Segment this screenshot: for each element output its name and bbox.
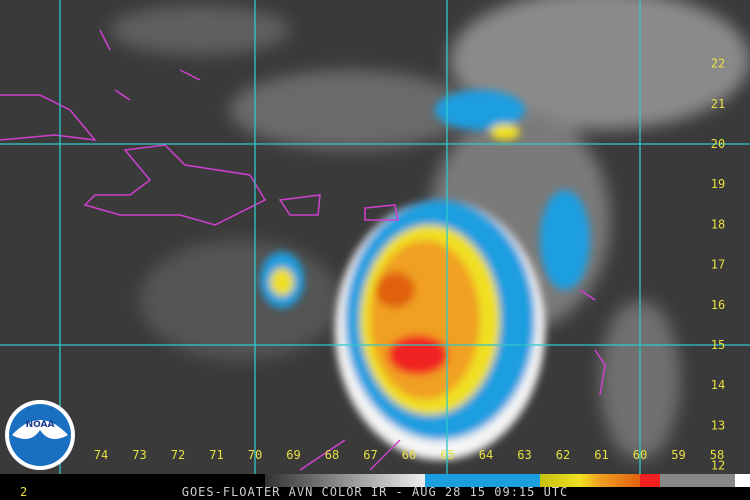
latitude-label: 22 [711,57,725,71]
latitude-label: 14 [711,378,725,392]
longitude-label: 61 [594,448,608,462]
latitude-label: 16 [711,298,725,312]
longitude-label: 59 [671,448,685,462]
longitude-label: 64 [479,448,493,462]
longitude-label: 65 [440,448,454,462]
storm-system [260,90,590,460]
scale-gray-high [660,474,735,487]
longitude-labels: 74 73 72 71 70 69 68 67 66 65 64 63 62 61 60 59 58 [94,448,724,462]
latitude-label: 19 [711,177,725,191]
latitude-label: 13 [711,418,725,432]
longitude-label: 58 [710,448,724,462]
latitude-label: 17 [711,258,725,272]
longitude-label: 73 [132,448,146,462]
latitude-label: 21 [711,97,725,111]
longitude-label: 68 [325,448,339,462]
latitude-label: 12 [711,459,725,473]
latitude-label: 20 [711,137,725,151]
image-caption: GOES-FLOATER AVN COLOR IR - AUG 28 15 09… [181,485,569,499]
coastlines [0,29,606,471]
longitude-label: 66 [402,448,416,462]
scale-gray [265,474,425,487]
latitude-labels: 22 21 20 19 18 17 16 15 14 13 12 [711,57,725,473]
noaa-logo: NOAA [5,400,75,470]
frame-number: 2 [20,485,28,499]
longitude-label: 69 [286,448,300,462]
scale-red [640,474,660,487]
longitude-label: 74 [94,448,108,462]
longitude-label: 60 [633,448,647,462]
longitude-label: 63 [517,448,531,462]
longitude-label: 62 [556,448,570,462]
scale-blue [425,474,540,487]
longitude-label: 72 [171,448,185,462]
lat-lon-grid [0,0,750,474]
longitude-label: 70 [248,448,262,462]
color-scale-bar [265,474,750,487]
longitude-label: 67 [363,448,377,462]
scale-yellow-orange [540,474,640,487]
latitude-label: 15 [711,338,725,352]
scale-white [735,474,750,487]
latitude-label: 18 [711,217,725,231]
longitude-label: 71 [209,448,223,462]
noaa-logo-text: NOAA [26,420,55,430]
